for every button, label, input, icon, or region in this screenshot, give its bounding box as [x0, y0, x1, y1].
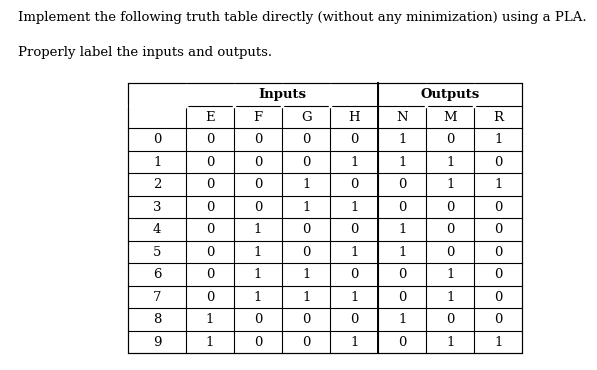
- Text: 0: 0: [398, 268, 407, 281]
- Text: 0: 0: [350, 133, 358, 146]
- Text: 1: 1: [350, 155, 358, 168]
- Text: R: R: [493, 111, 503, 124]
- Text: 4: 4: [153, 223, 161, 236]
- Text: 1: 1: [494, 336, 503, 349]
- Text: 0: 0: [494, 223, 503, 236]
- Text: 0: 0: [494, 313, 503, 326]
- Text: G: G: [301, 111, 312, 124]
- Text: 0: 0: [494, 201, 503, 213]
- Text: 1: 1: [302, 290, 310, 303]
- Text: E: E: [205, 111, 215, 124]
- Text: 0: 0: [206, 223, 214, 236]
- Text: 0: 0: [302, 336, 310, 349]
- Text: 0: 0: [398, 201, 407, 213]
- Text: 0: 0: [350, 268, 358, 281]
- Text: 0: 0: [398, 290, 407, 303]
- Text: 1: 1: [153, 155, 161, 168]
- Text: 1: 1: [494, 133, 503, 146]
- Text: 1: 1: [398, 223, 407, 236]
- Text: 0: 0: [153, 133, 161, 146]
- Text: 6: 6: [153, 268, 161, 281]
- Text: 1: 1: [398, 155, 407, 168]
- Text: 0: 0: [206, 268, 214, 281]
- Text: 0: 0: [206, 155, 214, 168]
- Text: 0: 0: [350, 223, 358, 236]
- Text: 0: 0: [206, 201, 214, 213]
- Text: 0: 0: [302, 313, 310, 326]
- Text: 0: 0: [446, 133, 454, 146]
- Text: 0: 0: [206, 290, 214, 303]
- Text: 0: 0: [446, 246, 454, 259]
- Text: 1: 1: [446, 178, 454, 191]
- Text: 1: 1: [254, 268, 262, 281]
- Text: 0: 0: [254, 155, 262, 168]
- Text: 1: 1: [446, 155, 454, 168]
- Text: 9: 9: [153, 336, 161, 349]
- Text: 0: 0: [254, 313, 262, 326]
- Text: 1: 1: [206, 313, 214, 326]
- Text: 1: 1: [350, 336, 358, 349]
- Text: 0: 0: [254, 201, 262, 213]
- Text: 0: 0: [494, 246, 503, 259]
- Text: 1: 1: [398, 246, 407, 259]
- Text: 1: 1: [446, 336, 454, 349]
- Text: 0: 0: [494, 268, 503, 281]
- Text: 1: 1: [302, 178, 310, 191]
- Text: 0: 0: [254, 178, 262, 191]
- Text: 8: 8: [153, 313, 161, 326]
- Text: 0: 0: [446, 223, 454, 236]
- Text: 0: 0: [206, 178, 214, 191]
- Text: 0: 0: [446, 201, 454, 213]
- Text: 0: 0: [206, 133, 214, 146]
- Text: 1: 1: [446, 268, 454, 281]
- Text: 0: 0: [302, 155, 310, 168]
- Text: 1: 1: [494, 178, 503, 191]
- Text: 0: 0: [302, 133, 310, 146]
- Text: 2: 2: [153, 178, 161, 191]
- Text: Inputs: Inputs: [258, 88, 306, 101]
- Text: 0: 0: [398, 336, 407, 349]
- Text: 1: 1: [254, 223, 262, 236]
- Text: 1: 1: [206, 336, 214, 349]
- Text: 1: 1: [398, 313, 407, 326]
- Text: 1: 1: [350, 290, 358, 303]
- Text: 1: 1: [302, 268, 310, 281]
- Text: 0: 0: [350, 178, 358, 191]
- Text: 0: 0: [446, 313, 454, 326]
- Text: 7: 7: [153, 290, 161, 303]
- Text: Properly label the inputs and outputs.: Properly label the inputs and outputs.: [18, 46, 272, 59]
- Text: M: M: [444, 111, 457, 124]
- Text: 1: 1: [398, 133, 407, 146]
- Text: 0: 0: [254, 336, 262, 349]
- Text: 1: 1: [254, 246, 262, 259]
- Text: 0: 0: [302, 223, 310, 236]
- Text: Implement the following truth table directly (without any minimization) using a : Implement the following truth table dire…: [18, 11, 586, 24]
- Text: 1: 1: [302, 201, 310, 213]
- Text: 1: 1: [446, 290, 454, 303]
- Text: 0: 0: [398, 178, 407, 191]
- Text: 1: 1: [350, 246, 358, 259]
- Text: F: F: [254, 111, 263, 124]
- Text: 0: 0: [302, 246, 310, 259]
- Text: 1: 1: [254, 290, 262, 303]
- Text: 5: 5: [153, 246, 161, 259]
- Text: 0: 0: [494, 155, 503, 168]
- Text: 3: 3: [153, 201, 161, 213]
- Text: 0: 0: [254, 133, 262, 146]
- Text: 0: 0: [206, 246, 214, 259]
- Text: 0: 0: [350, 313, 358, 326]
- Text: H: H: [349, 111, 360, 124]
- Text: 1: 1: [350, 201, 358, 213]
- Text: N: N: [396, 111, 408, 124]
- Text: 0: 0: [494, 290, 503, 303]
- Text: Outputs: Outputs: [421, 88, 480, 101]
